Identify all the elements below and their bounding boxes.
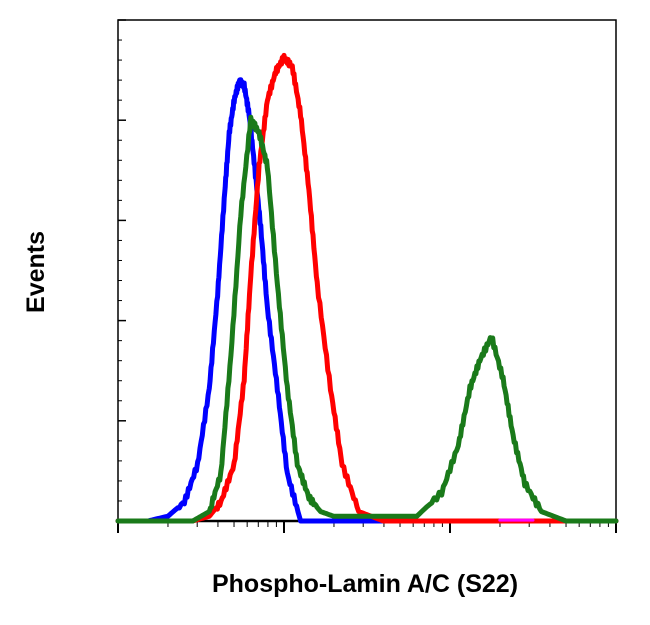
series-line-1: [115, 77, 619, 524]
series-lines: [115, 52, 619, 524]
y-axis-label: Events: [22, 231, 50, 313]
x-axis-label: Phospho-Lamin A/C (S22): [212, 570, 518, 598]
plot-frame: [117, 19, 617, 523]
series-line-3: [115, 114, 619, 524]
plot-border: [117, 19, 617, 522]
series-line-2: [115, 52, 619, 524]
axis-ticks: [117, 19, 617, 533]
